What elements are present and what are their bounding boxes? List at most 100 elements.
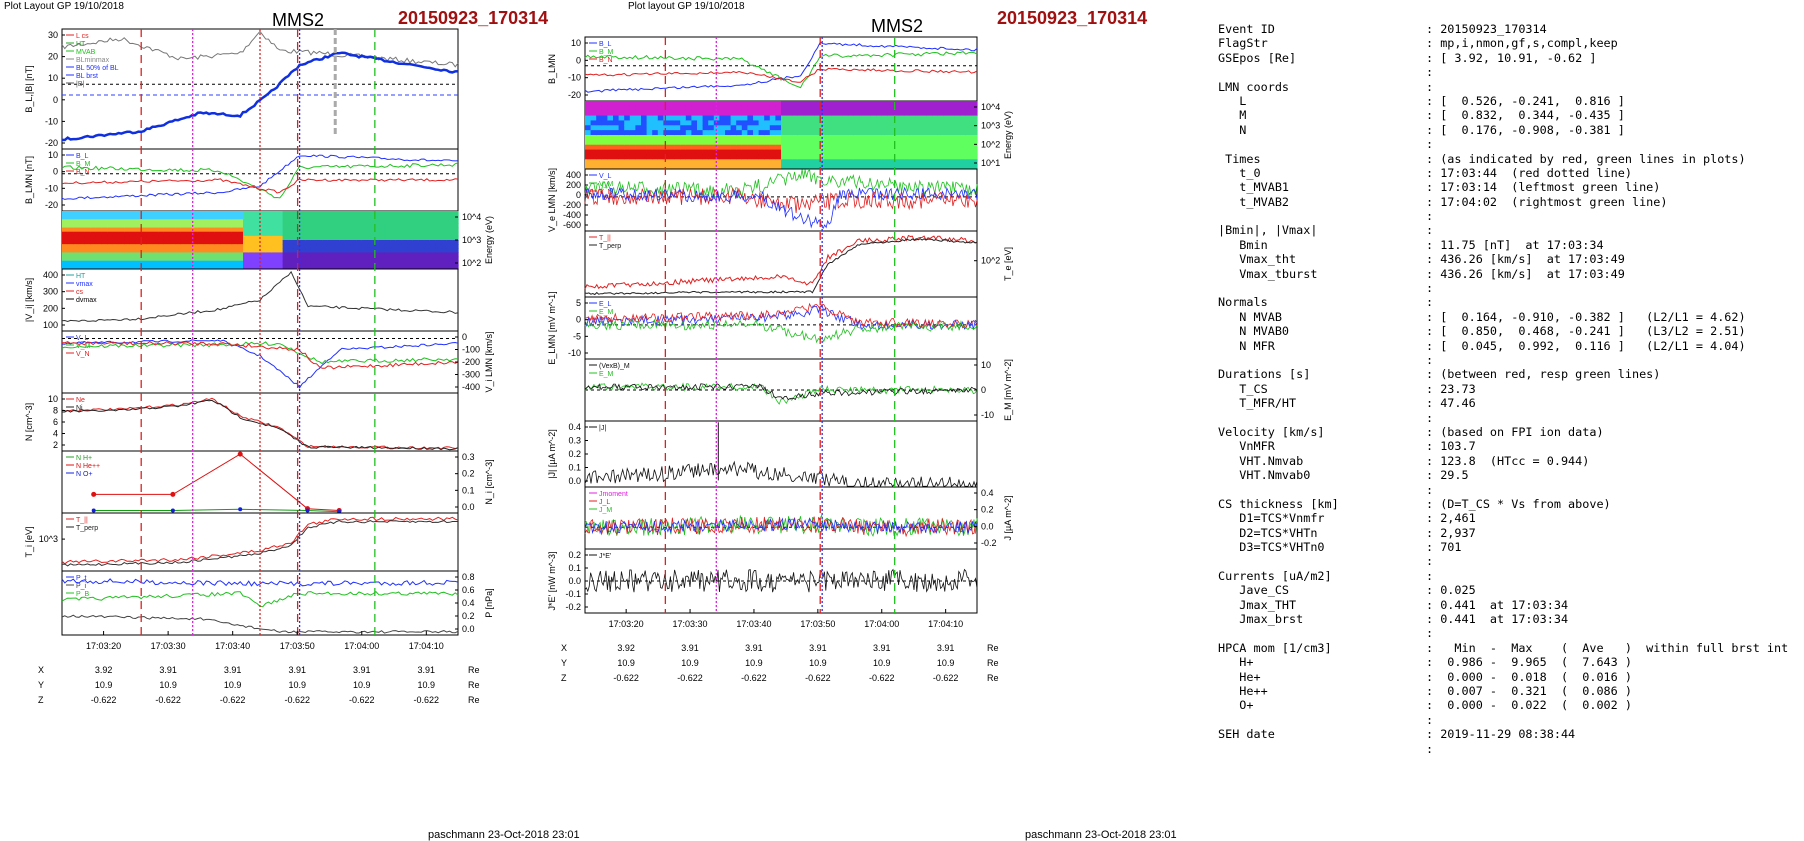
spectrogram-cell	[741, 125, 748, 131]
spectrogram-cell	[67, 248, 74, 254]
spectrogram-cell	[926, 101, 933, 107]
spectrogram-cell	[384, 231, 391, 237]
spectrogram-cell	[719, 105, 726, 112]
spectrogram-cell	[814, 164, 821, 170]
spectrogram-cell	[271, 235, 278, 241]
spectrogram-cell	[646, 159, 653, 165]
spectrogram-cell	[395, 235, 403, 241]
spectrogram-cell	[831, 144, 838, 151]
spectrogram-cell	[803, 159, 810, 165]
spectrogram-cell	[78, 260, 86, 266]
spectrogram-cell	[435, 235, 442, 241]
spectrogram-cell	[657, 130, 664, 136]
spectrogram-cell	[730, 139, 737, 146]
spectrogram-cell	[271, 248, 278, 254]
spectrogram-cell	[356, 223, 363, 229]
spectrogram-cell	[282, 256, 289, 262]
spectrogram-cell	[107, 219, 114, 225]
x-tick-label: 17:03:40	[215, 641, 250, 651]
spectrogram-cell	[316, 223, 323, 229]
position-row-label: Z	[38, 695, 44, 705]
spectrogram-cell	[390, 223, 397, 229]
spectrogram-cell	[702, 164, 709, 170]
spectrogram-cell	[646, 149, 653, 156]
spectrogram-cell	[825, 135, 832, 141]
spectrogram-cell	[452, 235, 459, 241]
spectrogram-cell	[697, 105, 704, 112]
spectrogram-cell	[152, 252, 159, 258]
spectrogram-cell	[429, 248, 436, 254]
spectrogram-cell	[350, 264, 357, 270]
spectrogram-cell	[203, 227, 210, 233]
spectrogram-cell	[781, 115, 788, 122]
panel-frame	[584, 358, 978, 422]
spectrogram-cell	[384, 215, 391, 220]
spectrogram-cell	[299, 215, 306, 220]
spectrogram-cell	[965, 159, 972, 165]
spectrogram-cell	[390, 244, 397, 249]
spectrogram-cell	[276, 215, 284, 220]
spectrogram-cell	[316, 235, 323, 241]
spectrogram-cell	[62, 211, 69, 216]
spectrogram-cell	[265, 264, 272, 270]
spectrogram-cell	[730, 105, 737, 112]
spectrogram-cell	[965, 101, 972, 107]
spectrogram-cell	[316, 252, 323, 258]
spectrogram-cell	[719, 144, 726, 151]
spectrogram-cell	[220, 211, 227, 216]
y-tick-label: 0.1	[568, 463, 581, 473]
spectrogram-cell	[663, 125, 670, 131]
spectrogram-cell	[954, 125, 961, 131]
spectrogram-cell	[719, 125, 726, 131]
position-value: 10.9	[809, 658, 827, 668]
spectrogram-cell	[288, 256, 295, 262]
spectrogram-cell	[769, 101, 776, 107]
spectrogram-cell	[680, 101, 687, 107]
spectrogram-cell	[797, 135, 804, 141]
spectrogram-cell	[226, 252, 233, 258]
spectrogram-cell	[435, 256, 442, 262]
spectrogram-cell	[395, 248, 403, 254]
spectrogram-cell	[339, 223, 346, 229]
spectrogram-cell	[288, 252, 295, 258]
spectrogram-cell	[322, 231, 329, 237]
spectrogram-cell	[112, 244, 120, 249]
spectrogram-cell	[859, 159, 866, 165]
y-tick-label: -20	[45, 200, 58, 210]
spectrogram-cell	[741, 154, 748, 160]
spectrogram-cell	[192, 264, 199, 270]
spectrogram-cell	[95, 256, 103, 262]
spectrogram-cell	[158, 211, 165, 216]
spectrogram-cell	[390, 252, 397, 258]
spectrogram-cell	[276, 231, 284, 237]
spectrogram-cell	[613, 164, 620, 170]
spectrogram-cell	[859, 105, 866, 112]
spectrogram-cell	[158, 248, 165, 254]
position-value: -0.622	[741, 673, 767, 683]
spectrogram-cell	[691, 115, 698, 122]
spectrogram-cell	[859, 164, 866, 170]
summary-key: t_MVAB1	[1218, 180, 1290, 195]
spectrogram-cell	[299, 240, 306, 245]
spectrogram-cell	[921, 159, 928, 165]
summary-value: : 17:03:14 (leftmost green line)	[1426, 180, 1661, 195]
spectrogram-cell	[327, 248, 335, 254]
spectrogram-cell	[954, 139, 961, 146]
spectrogram-cell	[736, 139, 743, 146]
legend-label: Ni	[76, 405, 83, 412]
spectrogram-cell	[781, 139, 788, 146]
spectrogram-cell	[764, 154, 771, 160]
spectrogram-cell	[831, 139, 838, 146]
spectrogram-cell	[327, 219, 335, 225]
spectrogram-cell	[797, 144, 804, 151]
spectrogram-cell	[226, 211, 233, 216]
spectrogram-cell	[607, 159, 614, 165]
spectrogram-cell	[175, 248, 182, 254]
spectrogram-cell	[73, 244, 80, 249]
spectrogram-cell	[641, 135, 648, 141]
spectrogram-cell	[865, 144, 872, 151]
spectrogram-cell	[865, 125, 872, 131]
legend-label: T_perp	[599, 243, 621, 250]
summary-row: :	[1218, 353, 1788, 367]
spectrogram-cell	[62, 248, 69, 254]
